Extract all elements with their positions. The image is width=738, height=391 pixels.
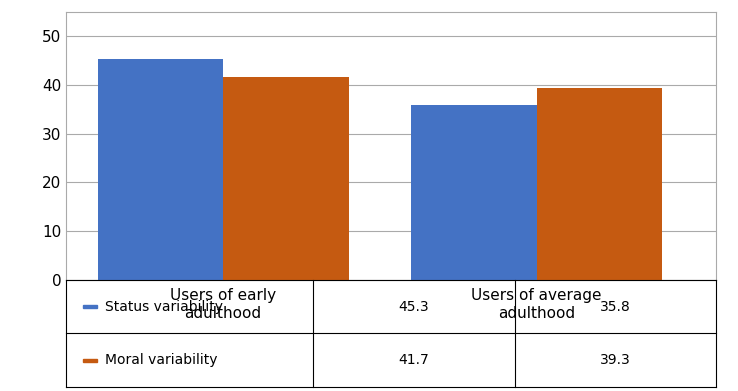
Text: 39.3: 39.3 [600, 353, 630, 367]
FancyBboxPatch shape [83, 305, 97, 308]
Bar [97, 59, 223, 280]
Bar [411, 105, 537, 280]
Bar [223, 77, 348, 280]
Text: 35.8: 35.8 [600, 300, 630, 314]
Text: Moral variability: Moral variability [106, 353, 218, 367]
Text: 45.3: 45.3 [399, 300, 430, 314]
Text: 41.7: 41.7 [399, 353, 430, 367]
FancyBboxPatch shape [83, 359, 97, 362]
Text: Status variability: Status variability [106, 300, 224, 314]
Bar [537, 88, 662, 280]
